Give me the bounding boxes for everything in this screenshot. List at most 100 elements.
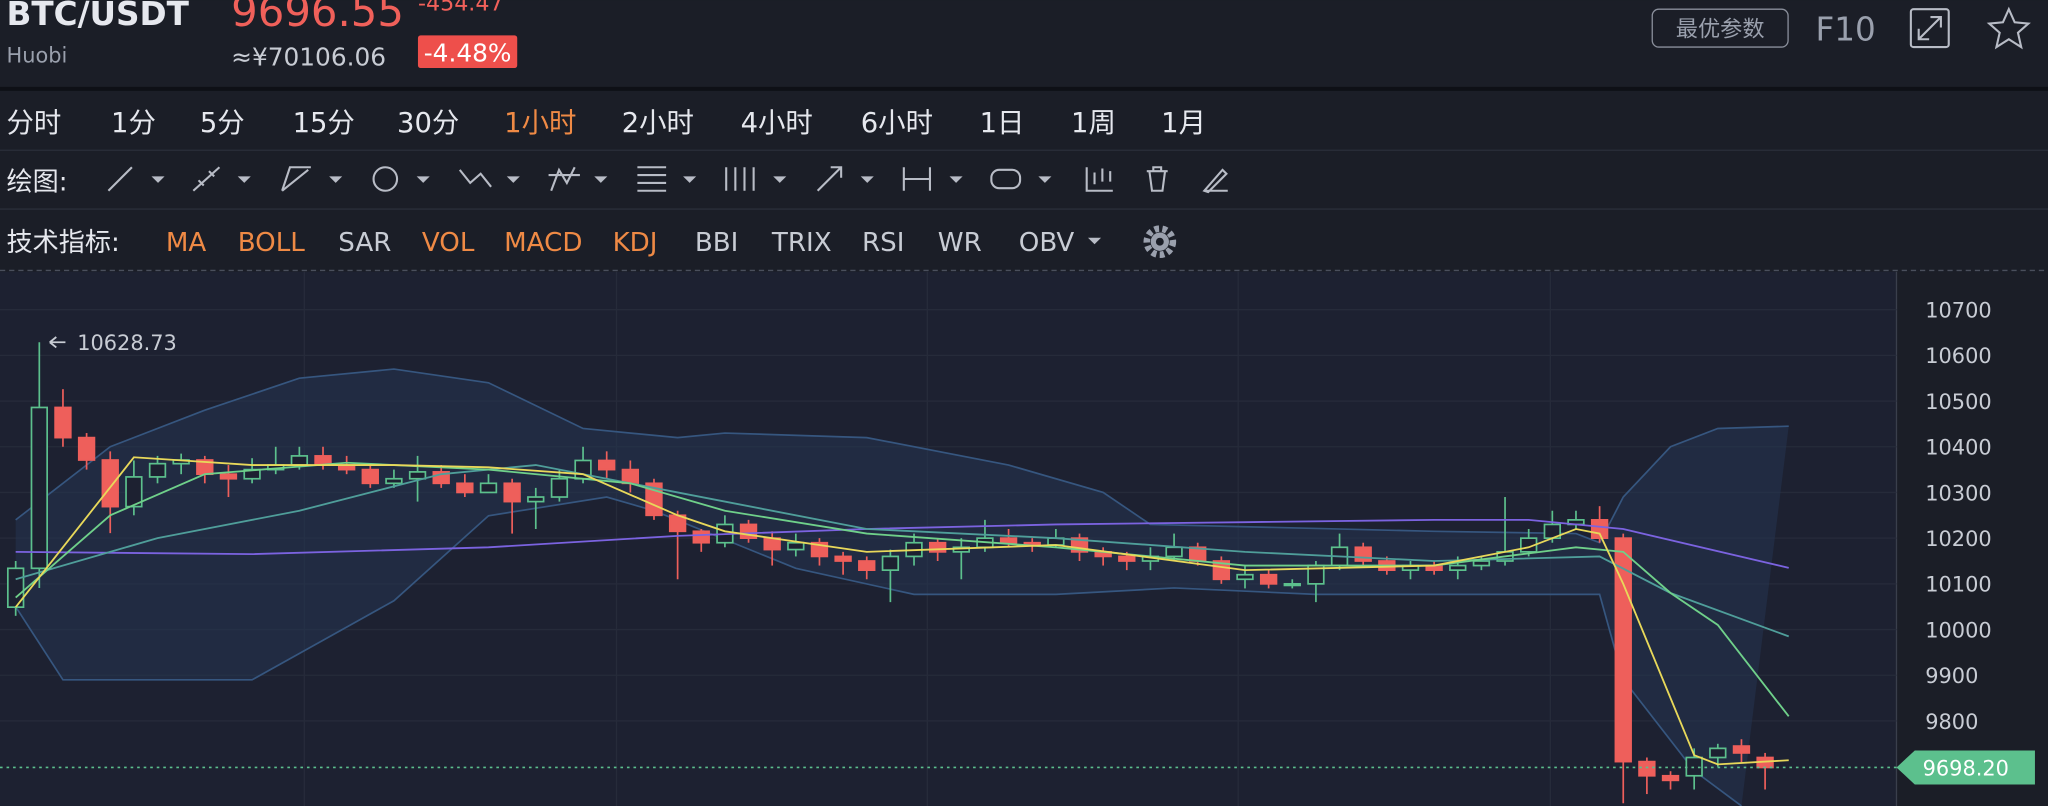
candle-body — [456, 482, 474, 494]
cny-price: ≈¥70106.06 — [231, 42, 386, 71]
indicator-tab[interactable]: BOLL — [238, 228, 306, 258]
indicator-tab[interactable]: WR — [938, 228, 982, 258]
y-tick-label: 10100 — [1925, 573, 1991, 597]
tool-gann[interactable] — [725, 167, 755, 191]
exchange: Huobi — [7, 44, 68, 68]
moving-average — [15, 461, 1790, 717]
change-badge — [417, 35, 518, 68]
price: 9696.55 — [231, 0, 404, 36]
tool-ray[interactable] — [192, 166, 221, 192]
candle-body — [408, 471, 427, 480]
params-button-label[interactable]: 最优参数 — [1676, 17, 1765, 43]
tool-wave[interactable] — [458, 169, 492, 188]
tool-pattern[interactable] — [548, 166, 580, 192]
candle-body — [928, 541, 947, 553]
tool-channel[interactable] — [281, 166, 311, 192]
indicator-tab[interactable]: VOL — [422, 228, 475, 258]
indicator-tab[interactable]: OBV — [1019, 228, 1075, 258]
candle-body — [432, 471, 450, 485]
moving-average — [14, 456, 1789, 766]
settings-icon[interactable] — [1143, 225, 1177, 259]
timeframe-tab[interactable]: 5分 — [200, 108, 245, 139]
moving-average — [15, 518, 1789, 569]
candle-body — [1685, 756, 1703, 777]
timeframe-tab[interactable]: 30分 — [397, 108, 459, 139]
last-price-label: 9698.20 — [1923, 756, 2009, 780]
candle-body — [1259, 573, 1278, 585]
tool-hide[interactable] — [1085, 167, 1113, 192]
plot — [0, 309, 1897, 806]
indicators-label: 技术指标: — [7, 228, 120, 258]
y-tick-label: 10500 — [1925, 390, 1991, 414]
candle-body — [503, 482, 521, 503]
candle-body — [101, 459, 119, 508]
candle-body — [1449, 564, 1467, 571]
candle-body — [999, 537, 1018, 544]
candle-body — [1165, 546, 1183, 558]
candle-body — [219, 473, 238, 480]
moving-average — [15, 464, 1790, 638]
tool-edit[interactable] — [1202, 168, 1228, 194]
timeframe-tab[interactable]: 1月 — [1161, 108, 1206, 139]
timeframe-tab[interactable]: 15分 — [293, 108, 355, 139]
candle-body — [527, 496, 545, 503]
change: -454.47 — [418, 0, 504, 17]
timeframe-tab[interactable]: 1小时 — [504, 108, 576, 139]
y-tick-label: 9800 — [1925, 710, 1978, 734]
drawing-label: 绘图: — [7, 168, 68, 198]
y-tick-label: 10300 — [1925, 481, 1991, 505]
candle-body — [1236, 573, 1254, 581]
timeframe-tab[interactable]: 2小时 — [622, 108, 694, 139]
indicator-tab[interactable]: TRIX — [771, 228, 832, 258]
favorite-icon[interactable] — [1986, 6, 2031, 50]
candle-body — [125, 476, 143, 508]
candle-body — [290, 455, 309, 466]
change-pct: -4.48% — [424, 38, 512, 67]
tool-arrow[interactable] — [816, 166, 843, 192]
timeframe-tab[interactable]: 1分 — [111, 108, 156, 139]
y-tick-label: 10000 — [1925, 618, 1991, 642]
candle-body — [834, 555, 852, 562]
tool-line[interactable] — [107, 166, 133, 192]
candle-body — [621, 468, 640, 485]
tool-fib[interactable] — [637, 166, 667, 192]
candle-body — [598, 459, 616, 471]
candle-body — [1354, 546, 1372, 562]
y-tick-label: 9900 — [1925, 664, 1978, 688]
indicator-tab[interactable]: SAR — [338, 228, 391, 258]
tool-note[interactable] — [990, 168, 1022, 190]
candle-body — [148, 462, 167, 478]
fullscreen-icon[interactable] — [1909, 8, 1950, 49]
tool-circle[interactable] — [372, 166, 399, 192]
timeframe-tab[interactable]: 1周 — [1071, 108, 1116, 139]
timeframe-tab[interactable]: 分时 — [7, 108, 62, 139]
bollinger-lower — [14, 496, 1742, 806]
indicator-tab[interactable]: MACD — [504, 228, 582, 258]
max-label: 10628.73 — [77, 331, 177, 355]
y-tick-label: 10700 — [1925, 299, 1991, 323]
candle-body — [1709, 747, 1727, 759]
tool-range[interactable] — [902, 167, 932, 191]
params-button[interactable] — [1651, 8, 1789, 48]
candle-body — [1283, 582, 1301, 587]
max-arrow — [49, 336, 66, 349]
tool-delete[interactable] — [1146, 166, 1168, 192]
indicator-tab[interactable]: RSI — [862, 228, 904, 258]
last-price-tag — [1896, 750, 2035, 785]
candle-body — [858, 560, 876, 571]
candle-body — [479, 482, 498, 494]
indicator-tab[interactable]: KDJ — [613, 228, 658, 258]
drawing-tools — [107, 166, 1228, 245]
timeframe-tab[interactable]: 4小时 — [741, 108, 813, 139]
timeframe-tab[interactable]: 1日 — [980, 108, 1025, 139]
candle-body — [881, 555, 900, 571]
indicator-tab[interactable]: MA — [166, 228, 207, 258]
candle-body — [1638, 760, 1656, 777]
candle-body — [787, 541, 805, 551]
f10-button[interactable]: F10 — [1816, 11, 1876, 49]
indicator-tab[interactable]: BBI — [695, 228, 739, 258]
timeframe-tab[interactable]: 6小时 — [861, 108, 933, 139]
candle-body — [385, 477, 403, 485]
